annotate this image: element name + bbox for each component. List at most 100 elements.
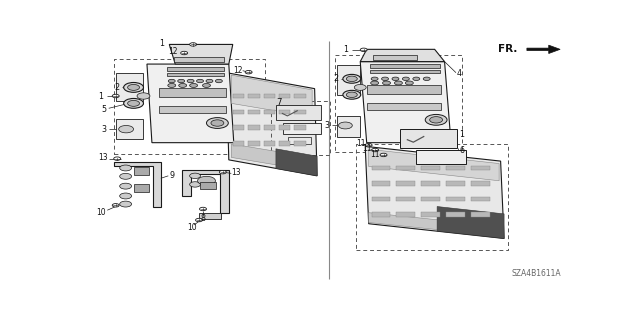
- Circle shape: [137, 93, 150, 99]
- Circle shape: [220, 170, 227, 174]
- Bar: [167, 73, 224, 76]
- Polygon shape: [231, 75, 312, 117]
- Text: 3: 3: [101, 125, 106, 134]
- Circle shape: [114, 157, 121, 160]
- Circle shape: [187, 79, 194, 83]
- Circle shape: [168, 79, 175, 83]
- Text: 12: 12: [233, 66, 243, 75]
- Polygon shape: [227, 73, 317, 176]
- Circle shape: [380, 153, 387, 157]
- Circle shape: [120, 201, 132, 207]
- Circle shape: [346, 92, 357, 98]
- Circle shape: [189, 173, 200, 179]
- Bar: [337, 65, 360, 95]
- Circle shape: [127, 100, 140, 106]
- Circle shape: [403, 77, 410, 80]
- Circle shape: [413, 77, 420, 80]
- Circle shape: [371, 81, 379, 85]
- Text: 11: 11: [362, 144, 371, 153]
- Circle shape: [206, 79, 213, 83]
- Circle shape: [120, 165, 132, 171]
- Bar: [471, 197, 490, 201]
- Text: 12: 12: [168, 47, 178, 56]
- Circle shape: [200, 207, 207, 211]
- Bar: [159, 88, 227, 97]
- Bar: [294, 141, 306, 146]
- Bar: [233, 125, 244, 130]
- Bar: [416, 150, 466, 164]
- Polygon shape: [231, 144, 312, 171]
- Circle shape: [118, 125, 134, 133]
- Bar: [264, 125, 275, 130]
- Circle shape: [189, 182, 200, 187]
- Bar: [248, 109, 260, 115]
- Circle shape: [196, 79, 204, 83]
- Circle shape: [365, 144, 372, 147]
- Circle shape: [196, 218, 202, 222]
- Circle shape: [360, 48, 367, 52]
- Bar: [134, 167, 150, 174]
- Bar: [421, 181, 440, 186]
- Circle shape: [198, 176, 216, 185]
- Bar: [372, 212, 390, 217]
- Bar: [372, 197, 390, 201]
- Bar: [233, 141, 244, 146]
- Polygon shape: [369, 149, 499, 181]
- Circle shape: [120, 174, 132, 179]
- Text: 2: 2: [115, 83, 120, 92]
- Polygon shape: [369, 213, 499, 236]
- Text: 3: 3: [324, 121, 330, 130]
- Text: 1: 1: [460, 130, 465, 139]
- Polygon shape: [527, 45, 560, 54]
- Circle shape: [207, 118, 228, 129]
- Circle shape: [120, 193, 132, 199]
- Bar: [279, 125, 291, 130]
- Text: 1: 1: [159, 39, 164, 48]
- Bar: [421, 197, 440, 201]
- Circle shape: [343, 90, 361, 99]
- Bar: [294, 109, 306, 115]
- Bar: [294, 93, 306, 99]
- Bar: [367, 85, 441, 93]
- Bar: [279, 93, 291, 99]
- Text: 9: 9: [170, 171, 175, 180]
- Polygon shape: [169, 44, 233, 64]
- Circle shape: [447, 136, 454, 139]
- Circle shape: [211, 120, 224, 126]
- Circle shape: [189, 84, 198, 87]
- Polygon shape: [360, 62, 451, 143]
- Circle shape: [168, 84, 176, 87]
- Text: 1: 1: [343, 45, 348, 54]
- Circle shape: [178, 79, 185, 83]
- Bar: [233, 93, 244, 99]
- Bar: [264, 109, 275, 115]
- Circle shape: [346, 76, 357, 82]
- Bar: [134, 184, 150, 192]
- Bar: [337, 116, 360, 137]
- Bar: [264, 141, 275, 146]
- Bar: [396, 197, 415, 201]
- Circle shape: [405, 81, 413, 85]
- Text: 4: 4: [457, 70, 462, 78]
- Circle shape: [112, 204, 119, 207]
- Bar: [421, 166, 440, 170]
- Circle shape: [124, 99, 143, 108]
- Text: 11: 11: [370, 150, 380, 159]
- Text: 6: 6: [460, 145, 465, 154]
- Bar: [400, 129, 457, 148]
- Bar: [284, 123, 321, 134]
- Text: 10: 10: [97, 208, 106, 217]
- Circle shape: [343, 74, 361, 83]
- Circle shape: [394, 81, 403, 85]
- Text: 2: 2: [334, 74, 339, 83]
- Bar: [372, 166, 390, 170]
- Polygon shape: [365, 146, 504, 239]
- Polygon shape: [437, 206, 504, 239]
- Bar: [276, 105, 321, 120]
- Circle shape: [120, 183, 132, 189]
- Bar: [159, 106, 227, 113]
- Circle shape: [429, 117, 443, 123]
- Bar: [471, 166, 490, 170]
- Polygon shape: [276, 149, 317, 176]
- Bar: [200, 182, 216, 189]
